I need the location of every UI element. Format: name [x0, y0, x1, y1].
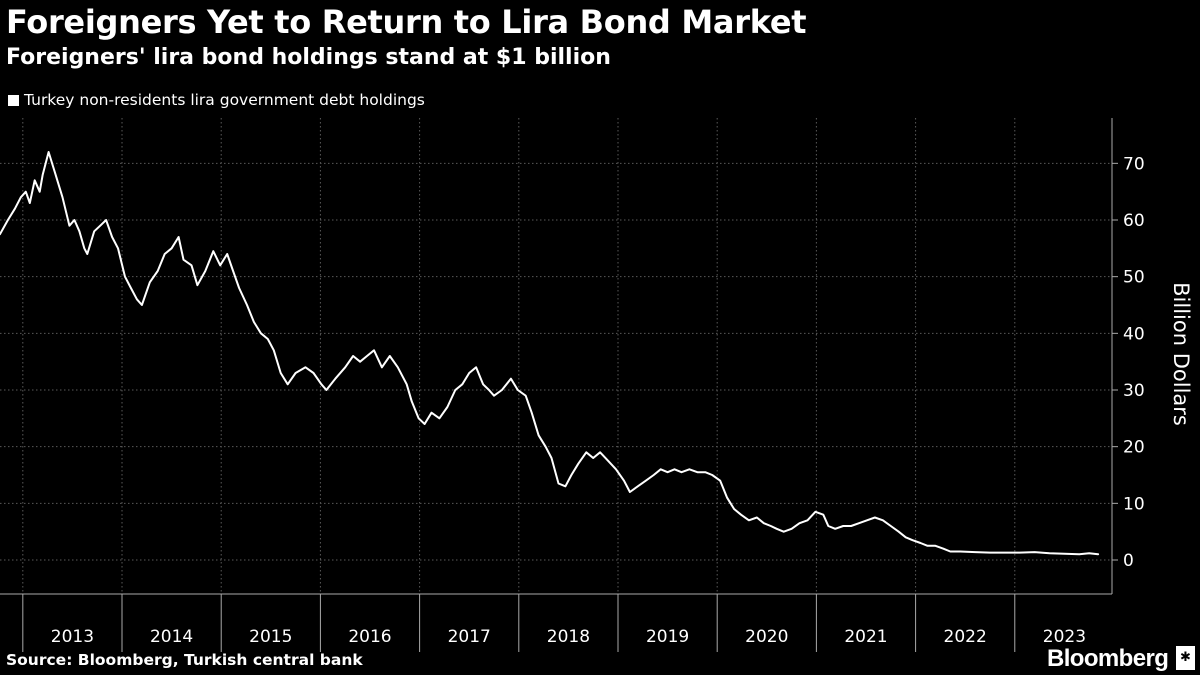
source-note: Source: Bloomberg, Turkish central bank — [6, 651, 363, 669]
bloomberg-logo: Bloomberg — [1047, 645, 1169, 672]
y-tick-label: 20 — [1123, 438, 1145, 458]
y-tick-label: 50 — [1123, 268, 1145, 288]
x-tick-label: 2023 — [1043, 627, 1086, 647]
bloomberg-badge-icon: ✱ — [1176, 646, 1195, 670]
x-tick-label: 2019 — [646, 627, 689, 647]
y-tick-label: 30 — [1123, 381, 1145, 401]
legend-label: Turkey non-residents lira government deb… — [24, 91, 425, 109]
chart-subtitle: Foreigners' lira bond holdings stand at … — [6, 45, 611, 70]
x-tick-label: 2021 — [844, 627, 887, 647]
series-line — [0, 151, 1100, 556]
x-tick-label: 2015 — [249, 627, 292, 647]
gridlines — [0, 118, 1112, 594]
x-tick-label: 2018 — [547, 627, 590, 647]
x-tick-label: 2013 — [51, 627, 94, 647]
y-tick-label: 10 — [1123, 494, 1145, 514]
x-tick-label: 2017 — [448, 627, 491, 647]
y-axis-label: Billion Dollars — [1169, 282, 1193, 426]
x-tick-label: 2020 — [745, 627, 788, 647]
y-tick-label: 0 — [1123, 551, 1134, 571]
legend: Turkey non-residents lira government deb… — [8, 91, 425, 109]
legend-swatch — [8, 94, 19, 106]
x-tick-label: 2022 — [944, 627, 987, 647]
x-tick-label: 2016 — [348, 627, 391, 647]
series-layer — [0, 151, 1100, 556]
tick-labels: 0 10 20 30 40 50 60 70 2013 2014 2015 2016 2017 2018 2… — [51, 154, 1193, 647]
y-tick-label: 60 — [1123, 211, 1145, 231]
y-tick-label: 40 — [1123, 324, 1145, 344]
y-tick-label: 70 — [1123, 154, 1145, 174]
axes — [0, 118, 1118, 652]
chart-title: Foreigners Yet to Return to Lira Bond Ma… — [6, 3, 807, 41]
x-tick-label: 2014 — [150, 627, 193, 647]
